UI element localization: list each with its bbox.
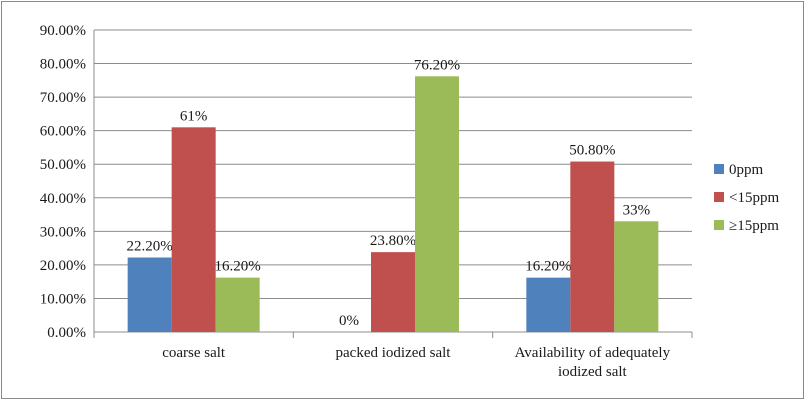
- bar: [171, 127, 216, 332]
- data-label: 61%: [180, 108, 208, 124]
- x-tick-label: iodized salt: [558, 364, 628, 380]
- y-tick-label: 90.00%: [40, 23, 86, 39]
- data-label: 50.80%: [569, 143, 615, 159]
- bar: [215, 277, 260, 332]
- data-label: 22.20%: [127, 239, 173, 255]
- bar: [526, 277, 571, 332]
- bar: [614, 221, 659, 332]
- y-tick-label: 80.00%: [40, 57, 86, 73]
- x-tick-label: coarse salt: [162, 345, 226, 361]
- data-label: 33%: [623, 202, 651, 218]
- data-label: 76.20%: [414, 57, 460, 73]
- legend-swatch: [714, 192, 724, 202]
- y-tick-label: 60.00%: [40, 124, 86, 140]
- bar: [371, 252, 415, 332]
- x-tick-label: packed iodized salt: [336, 345, 452, 361]
- x-tick-label: Availability of adequately: [515, 345, 671, 361]
- legend-label: 0ppm: [729, 162, 764, 178]
- legend-label: <15ppm: [729, 190, 779, 206]
- y-tick-label: 50.00%: [40, 157, 86, 173]
- bar: [415, 76, 459, 332]
- y-tick-label: 70.00%: [40, 90, 86, 106]
- bar: [570, 161, 615, 332]
- bar: [127, 257, 172, 332]
- legend-swatch: [714, 164, 724, 174]
- y-tick-label: 40.00%: [40, 191, 86, 207]
- data-label: 16.20%: [525, 259, 571, 275]
- y-tick-label: 30.00%: [40, 224, 86, 240]
- data-label: 16.20%: [215, 259, 261, 275]
- legend-swatch: [714, 220, 724, 230]
- y-tick-label: 0.00%: [47, 325, 86, 341]
- legend-label: ≥15ppm: [729, 218, 779, 234]
- data-label: 0%: [339, 313, 359, 329]
- data-label: 23.80%: [370, 233, 416, 249]
- y-tick-label: 20.00%: [40, 258, 86, 274]
- y-tick-label: 10.00%: [40, 291, 86, 307]
